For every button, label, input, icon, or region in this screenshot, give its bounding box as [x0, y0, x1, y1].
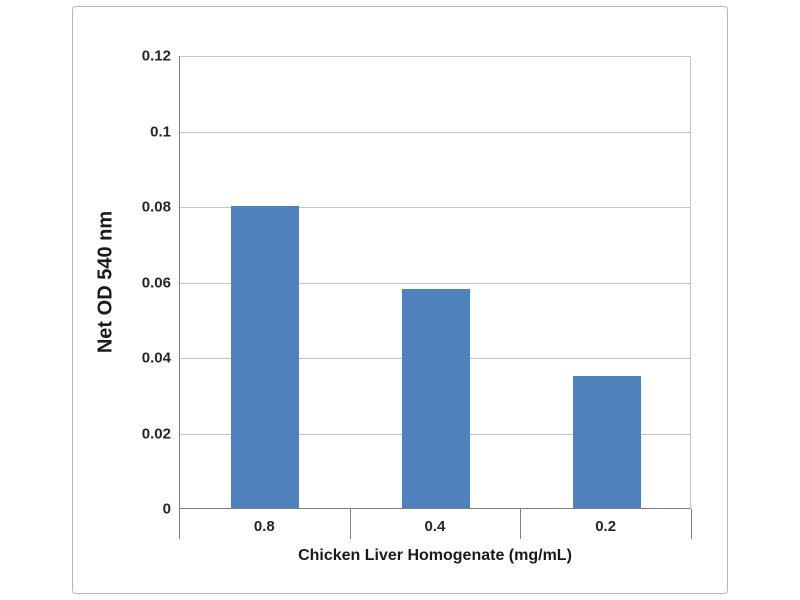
- y-tick-label: 0.1: [150, 123, 171, 140]
- x-category-label: 0.8: [253, 518, 275, 535]
- y-tick-label: 0.06: [141, 274, 171, 291]
- plot-area: [179, 56, 691, 509]
- x-axis-tick-separator: [520, 509, 522, 539]
- y-tick-label: 0.12: [141, 47, 171, 65]
- x-axis-tick-separator: [691, 509, 692, 539]
- bar: [572, 375, 641, 508]
- x-axis-tick-separator: [349, 509, 351, 539]
- gridline: [180, 131, 690, 133]
- x-category-label: 0.2: [595, 518, 617, 535]
- x-category-label: 0.4: [424, 518, 446, 535]
- gridline: [180, 207, 690, 208]
- chart-frame: Net OD 540 nm Chicken Liver Homogenate (…: [72, 6, 728, 594]
- y-tick-label: 0.02: [141, 425, 171, 442]
- gridline: [180, 56, 690, 57]
- x-axis-title: Chicken Liver Homogenate (mg/mL): [298, 547, 572, 564]
- y-tick-label: 0: [162, 500, 171, 518]
- x-axis-tick-separator: [179, 509, 180, 539]
- gridline: [180, 282, 690, 284]
- bar: [231, 206, 300, 508]
- y-tick-label: 0.08: [141, 198, 171, 216]
- y-tick-label: 0.04: [141, 349, 171, 367]
- bar: [402, 289, 470, 508]
